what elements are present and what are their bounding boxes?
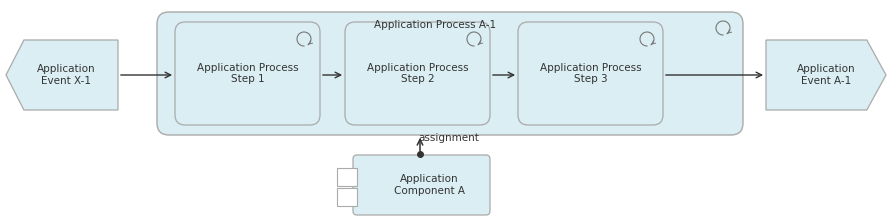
FancyBboxPatch shape [337, 168, 357, 186]
Text: Application Process
Step 3: Application Process Step 3 [539, 63, 641, 84]
Text: Application
Event X-1: Application Event X-1 [37, 64, 95, 86]
FancyBboxPatch shape [175, 22, 320, 125]
FancyBboxPatch shape [518, 22, 662, 125]
Text: Application
Component A: Application Component A [393, 174, 465, 196]
Text: Application
Event A-1: Application Event A-1 [796, 64, 855, 86]
FancyBboxPatch shape [156, 12, 742, 135]
Text: Application Process
Step 2: Application Process Step 2 [367, 63, 468, 84]
FancyBboxPatch shape [352, 155, 489, 215]
FancyBboxPatch shape [344, 22, 489, 125]
Polygon shape [765, 40, 885, 110]
Polygon shape [6, 40, 118, 110]
Text: Application Process A-1: Application Process A-1 [374, 20, 495, 30]
Text: Application Process
Step 1: Application Process Step 1 [197, 63, 298, 84]
FancyBboxPatch shape [337, 188, 357, 206]
Text: assignment: assignment [418, 133, 479, 143]
